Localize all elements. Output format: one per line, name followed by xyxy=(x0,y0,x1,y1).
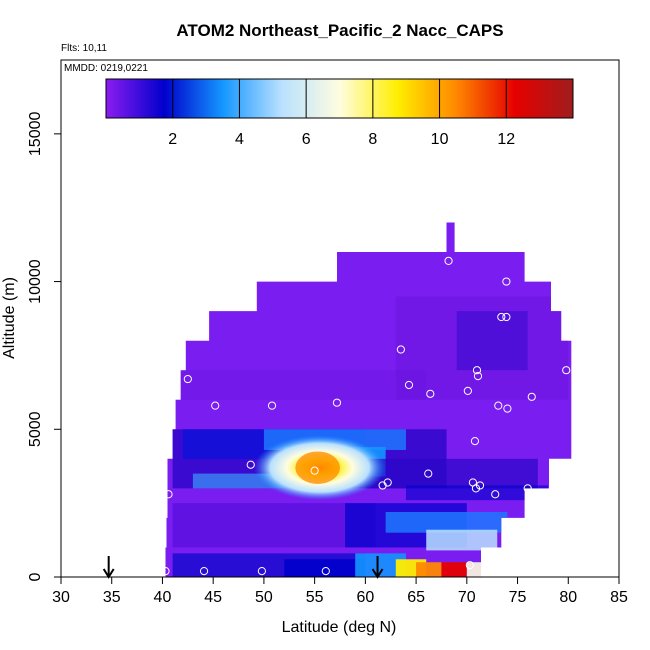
sample-point xyxy=(475,481,485,490)
sample-point xyxy=(470,437,480,446)
sample-point xyxy=(321,566,330,576)
sample-point xyxy=(527,392,536,401)
sample-point xyxy=(503,404,512,413)
heatmap-layers xyxy=(172,296,569,577)
x-tick-label: 60 xyxy=(356,589,374,606)
sample-point xyxy=(494,401,503,410)
heatmap-cell xyxy=(441,562,467,577)
x-tick-label: 70 xyxy=(458,589,476,606)
sample-point xyxy=(497,312,506,322)
sample-point xyxy=(472,366,482,375)
heatmap-cell xyxy=(284,559,366,577)
flights-annotation: Flts: 10,11 xyxy=(61,43,107,54)
sample-point xyxy=(491,490,500,499)
x-tick-label: 40 xyxy=(154,589,172,606)
sample-point xyxy=(565,463,574,472)
colorbar-tick-label: 8 xyxy=(368,131,377,148)
sample-point xyxy=(523,484,532,493)
heatmap-cell xyxy=(172,370,427,400)
colorbar-tick-label: 12 xyxy=(497,131,515,148)
sample-point xyxy=(164,490,173,499)
x-tick-label: 75 xyxy=(509,589,527,606)
sample-point xyxy=(161,566,170,576)
heatmap-cell xyxy=(355,553,406,577)
heatmap-cell xyxy=(365,458,538,489)
flight-arrow-head xyxy=(371,568,384,579)
sample-point xyxy=(211,401,220,410)
heatmap-field xyxy=(161,222,574,577)
heatmap-cell xyxy=(466,562,482,577)
sample-point xyxy=(424,469,433,478)
sample-point xyxy=(444,256,453,265)
sample-point xyxy=(183,374,192,384)
y-tick-label: 5000 xyxy=(27,411,44,447)
sample-point xyxy=(551,289,561,298)
x-tick-label: 50 xyxy=(255,589,273,606)
sample-point xyxy=(310,466,319,475)
heatmap-cell xyxy=(405,485,548,501)
plot-frame xyxy=(60,59,620,578)
x-tick-label: 85 xyxy=(610,589,628,606)
colorbar-gradient xyxy=(105,78,574,119)
sample-point xyxy=(502,277,511,286)
y-tick-label: 15000 xyxy=(27,112,44,157)
sample-point xyxy=(199,566,209,576)
sample-point xyxy=(267,401,277,410)
sample-point xyxy=(473,372,483,381)
sample-point xyxy=(562,366,571,375)
colorbar-tick-label: 6 xyxy=(302,131,311,148)
heatmap-envelope xyxy=(165,222,572,577)
y-axis: 0 5000 10000 15000 xyxy=(27,112,61,581)
sample-point xyxy=(257,566,266,576)
flight-arrows xyxy=(102,556,384,579)
sample-point xyxy=(246,460,255,469)
sample-point xyxy=(332,398,342,407)
sample-point xyxy=(396,345,405,354)
sample-point xyxy=(404,380,414,390)
colorbar-tick-label: 10 xyxy=(431,131,449,148)
colorbar-tick-label: 2 xyxy=(168,131,177,148)
chart-title: ATOM2 Northeast_Pacific_2 Nacc_CAPS xyxy=(176,21,503,40)
heatmap-cell xyxy=(172,503,376,548)
heatmap-cell xyxy=(426,529,498,551)
y-tick-label: 10000 xyxy=(27,259,44,304)
x-axis: 30 35 40 45 50 55 60 65 70 75 80 85 xyxy=(52,577,628,606)
heatmap-cell xyxy=(456,311,528,371)
dates-annotation: MMDD: 0219,0221 xyxy=(64,63,148,74)
sample-point xyxy=(471,484,481,493)
x-tick-label: 55 xyxy=(306,589,324,606)
sample-points xyxy=(161,256,574,576)
colorbar-tick-label: 4 xyxy=(235,131,244,148)
x-axis-label: Latitude (deg N) xyxy=(282,619,397,636)
y-axis-label: Altitude (m) xyxy=(1,277,18,359)
flight-arrow-head xyxy=(102,568,115,579)
sample-point xyxy=(502,312,511,322)
sample-point xyxy=(426,389,435,398)
colorbar: 2 4 6 8 10 12 xyxy=(105,78,574,148)
heatmap-cell xyxy=(416,562,442,577)
sample-point xyxy=(465,561,474,570)
x-tick-label: 80 xyxy=(559,589,577,606)
colorbar-ticks: 2 4 6 8 10 12 xyxy=(168,79,515,148)
x-tick-label: 65 xyxy=(407,589,425,606)
heatmap-cell xyxy=(385,512,508,533)
heatmap-core-peak xyxy=(295,451,340,484)
x-tick-label: 30 xyxy=(52,589,70,606)
y-tick-label: 0 xyxy=(27,572,44,581)
sample-point xyxy=(383,478,392,487)
sample-point xyxy=(463,386,472,395)
x-tick-label: 45 xyxy=(204,589,222,606)
x-tick-label: 35 xyxy=(103,589,121,606)
